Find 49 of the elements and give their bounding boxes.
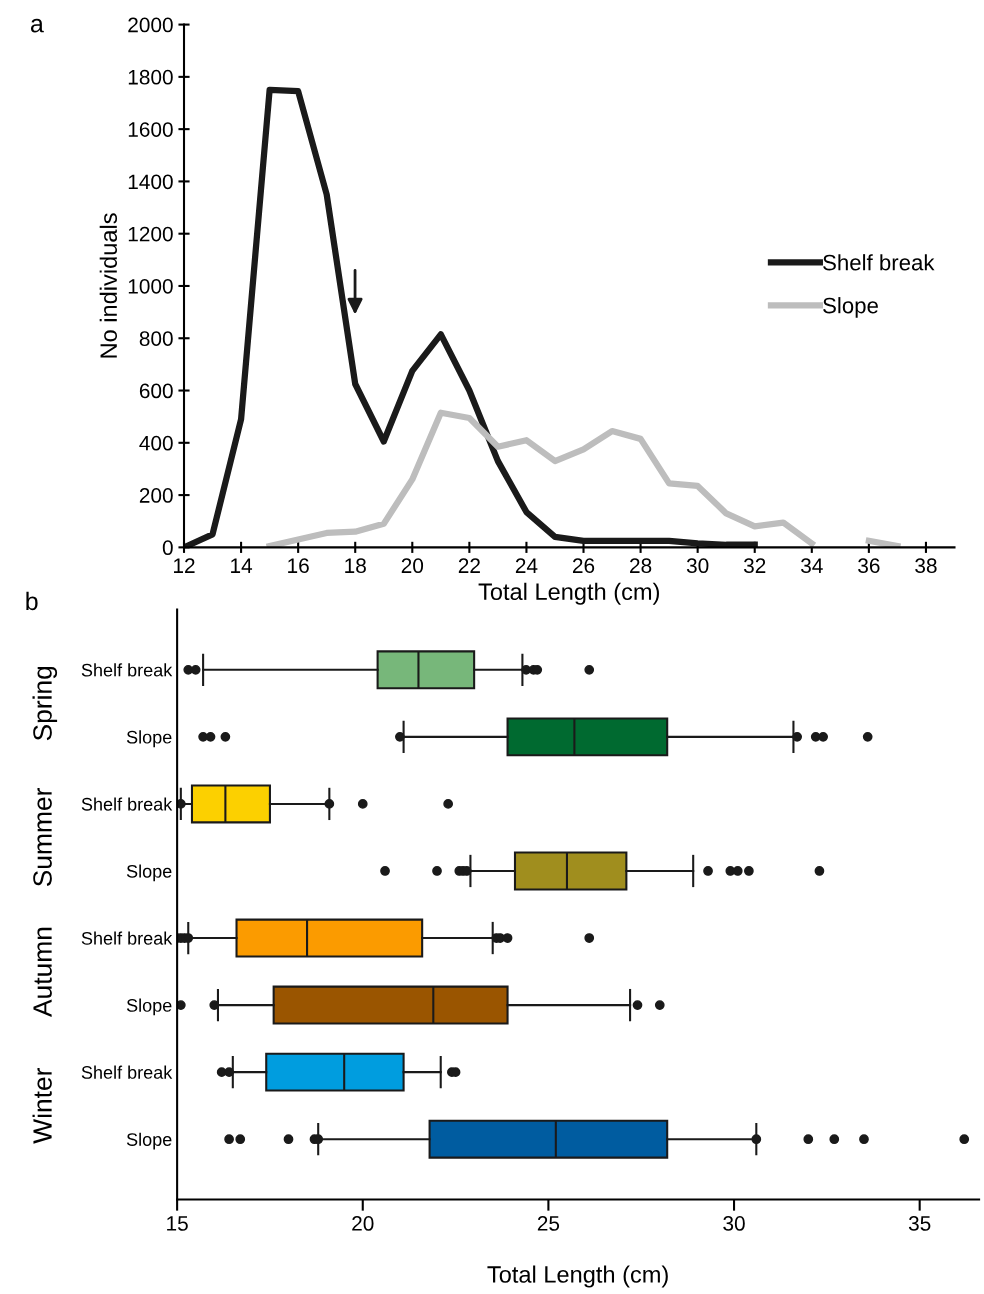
text: Spring	[32, 666, 58, 741]
x-tick-label: 30	[723, 1216, 745, 1231]
y-tick-label: 1400	[128, 174, 173, 190]
x-tick-label: 20	[401, 558, 424, 574]
y-tick-label: 1200	[128, 226, 173, 242]
x-tick-label: 15	[167, 1216, 188, 1231]
y-tick-label: 0	[162, 540, 173, 556]
y-tick-label: Shelf break	[81, 797, 173, 811]
x-tick-label: 12	[174, 558, 195, 573]
x-axis-title: Total Length (cm)	[478, 582, 659, 605]
y-tick-label: 200	[139, 488, 173, 503]
legend-label: Shelf break	[823, 254, 935, 271]
x-tick-label: 26	[572, 558, 595, 574]
x-axis-title: Total Length (cm)	[487, 1265, 668, 1288]
y-tick-label: 1600	[128, 122, 173, 137]
x-tick-label: 24	[515, 558, 538, 573]
y-tick-label: 600	[139, 383, 173, 399]
y-tick-label: 1000	[128, 278, 173, 294]
y-tick-label: Slope	[126, 730, 172, 748]
x-tick-label: 32	[743, 558, 766, 574]
chart-title: b	[26, 591, 38, 611]
text: Summer	[33, 788, 52, 887]
x-tick-label: 30	[686, 558, 709, 574]
x-tick-label: 28	[630, 558, 652, 574]
y-tick-label: 400	[139, 435, 173, 451]
y-tick-label: Slope	[126, 1132, 172, 1150]
y-tick-label: 800	[139, 331, 173, 347]
x-tick-label: 36	[858, 558, 880, 574]
y-tick-label: Shelf break	[81, 1065, 173, 1079]
chart-title: a	[30, 18, 44, 33]
x-tick-label: 35	[908, 1216, 931, 1231]
x-tick-label: 25	[537, 1216, 560, 1231]
y-tick-label: Shelf break	[81, 663, 173, 677]
text: Autumn	[33, 927, 52, 1017]
y-tick-label: 2000	[128, 17, 173, 33]
x-tick-label: 38	[915, 558, 937, 574]
text: Winter	[32, 1067, 52, 1144]
x-tick-label: 14	[231, 558, 253, 573]
x-tick-label: 20	[352, 1216, 374, 1231]
x-tick-label: 16	[288, 558, 309, 574]
y-axis-title: No individuals	[99, 213, 118, 358]
legend-label: Slope	[823, 297, 878, 318]
y-tick-label: Shelf break	[81, 931, 173, 945]
x-tick-label: 18	[345, 558, 366, 574]
y-tick-label: Slope	[126, 864, 172, 882]
x-tick-label: 34	[801, 558, 823, 574]
x-tick-label: 22	[458, 558, 480, 573]
y-tick-label: 1800	[128, 69, 173, 85]
y-tick-label: Slope	[126, 998, 172, 1016]
